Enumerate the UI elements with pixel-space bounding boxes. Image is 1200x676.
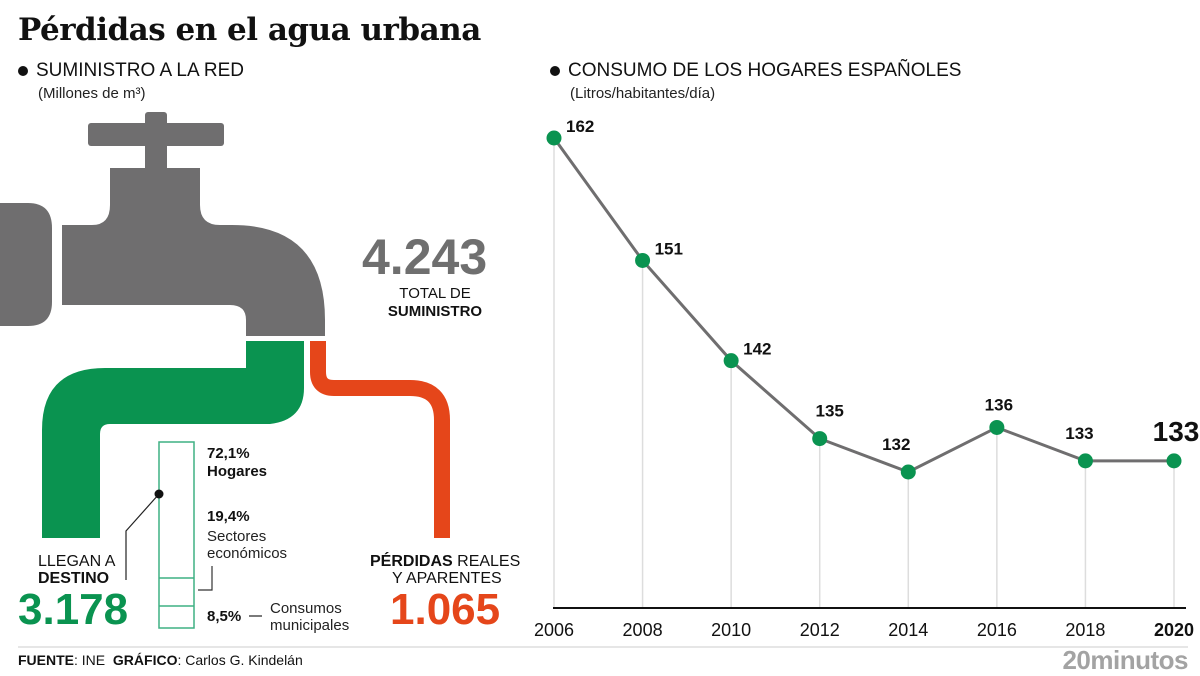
data-point: [812, 431, 828, 447]
data-point: [1166, 453, 1182, 469]
page-title: Pérdidas en el agua urbana: [18, 12, 481, 48]
breakdown-bar-outline: [158, 441, 195, 629]
breakdown-sectores-pct: 19,4%: [207, 508, 250, 525]
consumption-line-chart: 162 151 142 135 132 136 133 133 2006 2008 2010 201…: [534, 117, 1199, 640]
faucet-icon: [0, 112, 325, 336]
orange-pipe-top: [310, 341, 326, 357]
value-label: 133: [1065, 424, 1093, 443]
breakdown-municipales-pct: 8,5%: [207, 608, 242, 625]
losses-label-bold: PÉRDIDAS: [370, 553, 453, 570]
data-point: [723, 353, 739, 369]
breakdown-municipales-label-2: municipales: [270, 617, 350, 634]
series-line: [552, 137, 1174, 474]
value-label: 136: [985, 395, 1013, 414]
leader-line-destino: [125, 493, 160, 580]
footer-credits: FUENTE: INE GRÁFICO: Carlos G. Kindelán: [18, 652, 303, 668]
consumption-heading-text: CONSUMO DE LOS HOGARES ESPAÑOLES: [568, 60, 962, 81]
source-value: : INE: [74, 652, 106, 668]
x-tick-label: 2014: [888, 620, 928, 640]
x-tick-label: 2016: [977, 620, 1017, 640]
consumption-heading: CONSUMO DE LOS HOGARES ESPAÑOLES: [550, 60, 961, 82]
x-tick-label: 2018: [1065, 620, 1105, 640]
data-point: [635, 252, 651, 268]
bullet-icon: [18, 66, 28, 76]
value-label: 133: [1153, 416, 1200, 447]
losses-label-line1: PÉRDIDAS REALES: [370, 553, 520, 571]
orange-pipe: [310, 354, 450, 538]
value-label: 151: [655, 239, 683, 258]
x-tick-label: 2008: [623, 620, 663, 640]
faucet-body: [62, 168, 325, 336]
supply-unit: (Millones de m³): [38, 85, 146, 102]
faucet-stem: [145, 140, 167, 170]
losses-label-line2: Y APARENTES: [392, 570, 502, 587]
source-label: FUENTE: [18, 652, 74, 668]
reach-label-line1: LLEGAN A: [38, 553, 116, 570]
breakdown-hogares-label: Hogares: [207, 463, 268, 480]
faucet-diagram: [0, 112, 450, 629]
bullet-icon: [550, 66, 560, 76]
supply-heading-text: SUMINISTRO A LA RED: [36, 60, 244, 81]
total-supply-label-line1: TOTAL DE: [399, 285, 471, 302]
data-point: [900, 464, 916, 480]
footer-divider: [18, 646, 1188, 648]
x-tick-label: 2012: [800, 620, 840, 640]
green-pipe: [42, 341, 304, 538]
value-labels: 162 151 142 135 132 136 133 133: [566, 117, 1199, 454]
breakdown-sectores-label-2: económicos: [207, 545, 288, 562]
losses-value: 1.065: [390, 585, 501, 634]
graphic-label: GRÁFICO: [112, 652, 178, 668]
graphic-value: : Carlos G. Kindelán: [177, 652, 303, 668]
x-tick-label: 2020: [1154, 620, 1194, 640]
total-supply-label-line2: SUMINISTRO: [387, 303, 483, 320]
leader-dot: [154, 489, 164, 499]
data-point: [989, 419, 1005, 435]
reach-value: 3.178: [18, 585, 129, 634]
losses-label-rest: REALES: [452, 553, 521, 570]
drop-lines: [553, 138, 1175, 608]
x-tick-label: 2010: [711, 620, 751, 640]
total-supply-value: 4.243: [362, 229, 488, 285]
value-label: 135: [816, 402, 844, 421]
breakdown-sectores-label-1: Sectores: [207, 528, 267, 545]
breakdown-municipales-label-1: Consumos: [270, 600, 342, 617]
supply-heading: SUMINISTRO A LA RED: [18, 60, 244, 82]
value-label: 162: [566, 117, 594, 136]
brand-logo: 20minutos: [1062, 645, 1188, 675]
x-tick-labels: 2006 2008 2010 2012 2014 2016 2018 2020: [534, 620, 1194, 640]
reach-label-line2: DESTINO: [38, 570, 110, 587]
data-point: [546, 130, 562, 146]
consumption-unit: (Litros/habitantes/día): [570, 85, 716, 102]
faucet-wall-mount: [0, 203, 52, 326]
value-label: 132: [882, 435, 910, 454]
breakdown-bar: [158, 441, 195, 629]
leader-line-sectores: [198, 566, 213, 591]
breakdown-hogares-pct: 72,1%: [207, 445, 250, 462]
faucet-handle-bar: [88, 123, 224, 146]
data-point: [1077, 453, 1093, 469]
data-points: [546, 130, 1182, 480]
x-tick-label: 2006: [534, 620, 574, 640]
value-label: 142: [743, 340, 771, 359]
